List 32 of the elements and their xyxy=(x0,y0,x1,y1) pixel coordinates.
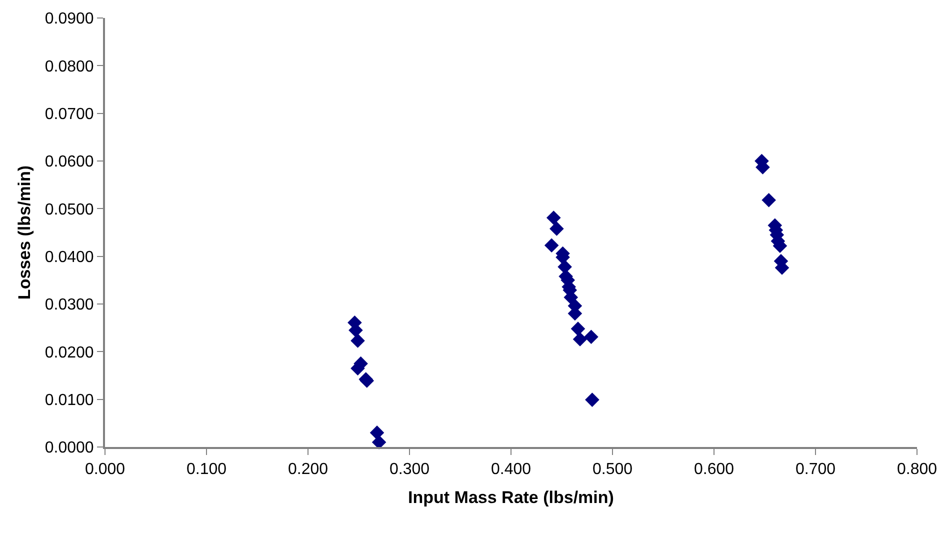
y-tick-label: 0.0400 xyxy=(44,248,94,266)
point xyxy=(546,210,561,225)
point xyxy=(350,334,365,348)
y-tick-label: 0.0600 xyxy=(44,154,94,171)
point xyxy=(544,238,559,253)
point xyxy=(558,260,572,274)
x-axis-title: Input Mass Rate (lbs/min) xyxy=(408,488,614,508)
y-tick-label: 0.0800 xyxy=(44,58,94,76)
y-tick-label: 0.0900 xyxy=(44,10,94,28)
y-tick-label: 0.0700 xyxy=(44,106,94,123)
x-tick-label: 0.000 xyxy=(84,461,126,478)
x-tick-label: 0.800 xyxy=(896,461,938,478)
x-tick-label: 0.300 xyxy=(389,461,430,478)
point xyxy=(372,435,386,450)
y-tick-label: 0.0100 xyxy=(44,392,94,409)
x-tick-label: 0.200 xyxy=(288,461,328,478)
x-tick-label: 0.700 xyxy=(795,461,836,478)
x-tick-label: 0.100 xyxy=(186,461,227,478)
y-tick-label: 0.0000 xyxy=(44,440,94,457)
x-tick-label: 0.600 xyxy=(694,461,734,478)
point xyxy=(570,322,586,336)
y-tick-label: 0.0200 xyxy=(44,344,94,362)
point xyxy=(584,330,598,344)
point xyxy=(572,332,588,346)
y-tick-label: 0.0300 xyxy=(44,296,94,314)
y-axis-title: Losses (lbs/min) xyxy=(14,165,34,300)
x-tick-label: 0.400 xyxy=(490,461,532,478)
x-tick-label: 0.500 xyxy=(592,461,633,478)
y-tick-label: 0.0500 xyxy=(44,201,94,218)
point xyxy=(550,222,564,236)
point xyxy=(585,392,600,407)
point xyxy=(762,192,776,208)
